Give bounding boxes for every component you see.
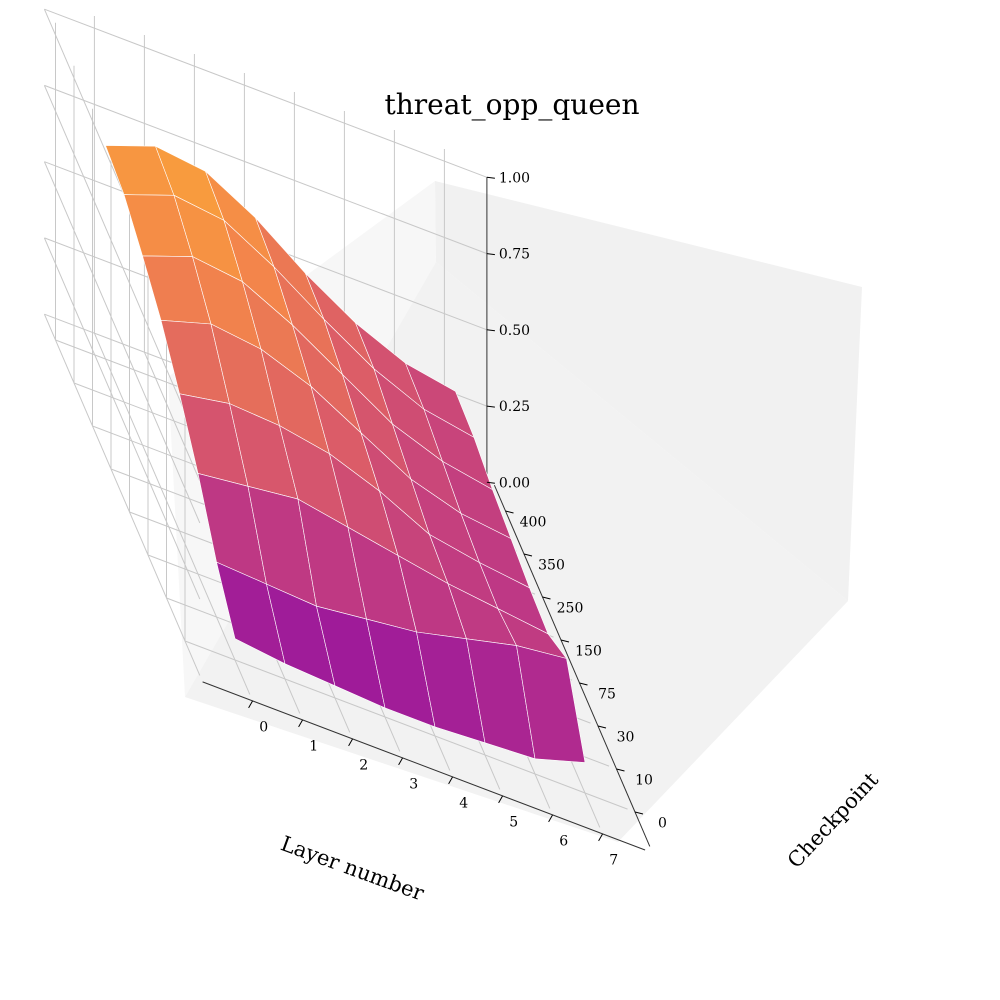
- x-tick-mark: [598, 833, 604, 842]
- back-grid-line-z: [44, 84, 488, 255]
- y-tick-label: 350: [538, 558, 565, 574]
- y-axis-line: [493, 485, 651, 847]
- y-tick-mark: [634, 811, 644, 815]
- z-tick-label: 1.00: [499, 170, 530, 186]
- z-tick-mark: [486, 176, 495, 179]
- z-tick-label: 0.50: [499, 323, 530, 339]
- z-tick-mark: [486, 405, 495, 408]
- y-tick-label: 150: [575, 644, 602, 660]
- surface-patch: [516, 645, 586, 763]
- y-tick-label: 10: [635, 773, 653, 789]
- y-tick-label: 30: [617, 730, 635, 746]
- x-tick-mark: [398, 757, 404, 766]
- y-tick-mark: [505, 510, 514, 514]
- x-tick-mark: [248, 700, 254, 709]
- z-tick-mark: [486, 481, 495, 484]
- x-tick-mark: [298, 719, 304, 728]
- left-grid-line-z: [43, 237, 201, 600]
- y-tick-mark: [597, 725, 607, 729]
- z-tick-mark: [486, 253, 495, 256]
- y-tick-label: 400: [520, 515, 547, 531]
- x-tick-mark: [548, 814, 554, 823]
- x-tick-label: 1: [309, 739, 318, 755]
- y-tick-label: 0: [658, 816, 667, 832]
- y-tick-mark: [523, 553, 533, 557]
- back-pane: [435, 181, 862, 601]
- floor-grid-line-y: [184, 640, 628, 810]
- x-tick-label: 3: [409, 777, 418, 793]
- x-tick-label: 2: [359, 758, 368, 774]
- x-tick-label: 0: [259, 720, 268, 736]
- x-axis-line: [202, 681, 646, 851]
- y-axis-label: Checkpoint: [783, 767, 884, 872]
- x-tick-label: 6: [559, 834, 568, 850]
- y-tick-label: 250: [557, 601, 584, 617]
- y-tick-mark: [616, 768, 625, 772]
- x-axis-label: Layer number: [278, 831, 428, 905]
- x-tick-mark: [498, 795, 504, 804]
- floor-grid-line-x: [93, 333, 251, 695]
- chart-title: threat_opp_queen: [384, 88, 639, 121]
- x-tick-label: 5: [509, 815, 518, 831]
- left-grid-line-z: [43, 161, 201, 524]
- y-tick-label: 75: [598, 687, 616, 703]
- y-tick-mark: [542, 596, 551, 600]
- y-tick-mark: [560, 639, 570, 643]
- x-tick-label: 4: [459, 796, 468, 812]
- z-tick-label: 0.00: [499, 475, 530, 491]
- z-tick-label: 0.75: [499, 247, 530, 263]
- left-grid-line-z: [43, 314, 201, 676]
- y-tick-mark: [579, 682, 588, 686]
- floor-pane: [185, 262, 848, 842]
- x-tick-mark: [448, 776, 454, 785]
- z-tick-label: 0.25: [499, 399, 530, 415]
- left-grid-line-z: [43, 85, 201, 447]
- z-tick-mark: [486, 329, 495, 332]
- x-tick-mark: [348, 738, 354, 747]
- tick-labels: 0 1 2 3 4 5 6 7 0 10 30 75 150 250 350 400 0.00 0.25 0.50 0…: [248, 170, 667, 869]
- surface-mesh: [105, 145, 586, 763]
- x-tick-label: 7: [609, 853, 618, 869]
- back-grid-line-z: [44, 8, 488, 178]
